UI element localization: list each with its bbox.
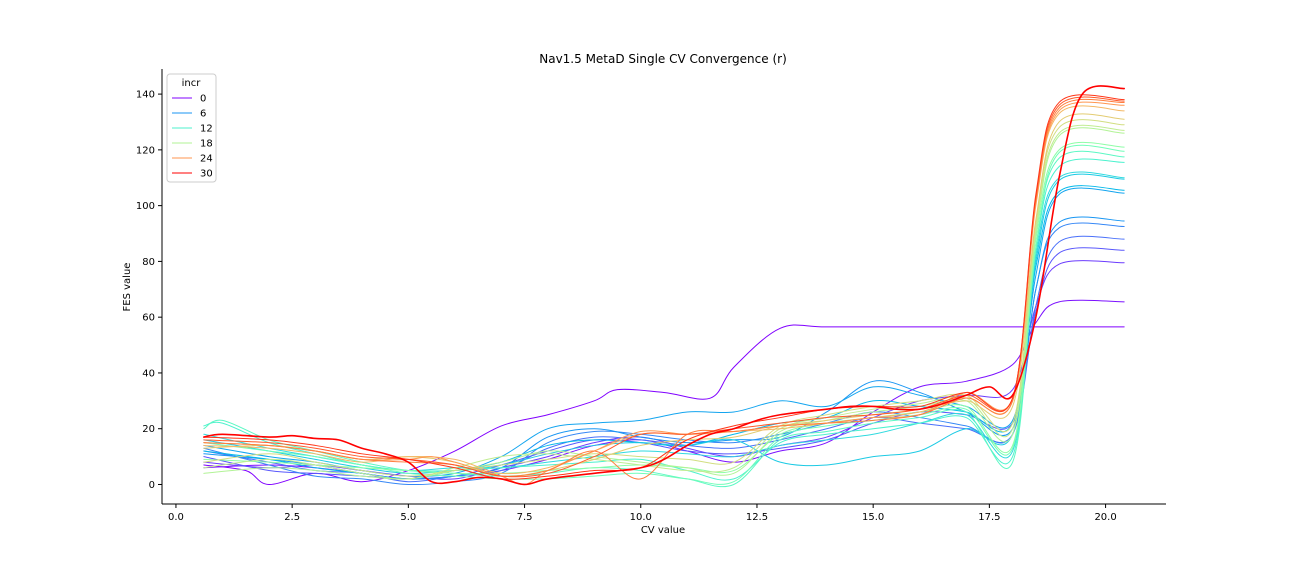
chart-title: Nav1.5 MetaD Single CV Convergence (r) (539, 52, 787, 66)
y-tick-label: 0 (149, 480, 155, 491)
x-tick-label: 10.0 (630, 512, 652, 523)
series-line-0 (203, 324, 1125, 485)
y-axis-label: FES value (122, 263, 133, 312)
legend-label: 24 (200, 154, 213, 165)
series-line-16 (203, 124, 1125, 480)
y-ticks: 0 20 40 60 80 100 120 140 (136, 90, 162, 491)
y-tick-label: 20 (142, 424, 155, 435)
x-tick-label: 17.5 (978, 512, 1000, 523)
legend-label: 30 (200, 169, 213, 180)
y-tick-label: 60 (142, 313, 155, 324)
y-tick-label: 80 (142, 257, 155, 268)
x-tick-label: 15.0 (862, 512, 884, 523)
x-ticks: 0.0 2.5 5.0 7.5 10.0 12.5 15.0 17.5 20.0 (168, 504, 1117, 523)
x-tick-label: 20.0 (1094, 512, 1116, 523)
legend-label: 6 (200, 109, 206, 120)
series-layer (203, 85, 1125, 488)
legend-label: 12 (200, 124, 213, 135)
x-tick-label: 12.5 (746, 512, 768, 523)
series-line-15 (203, 127, 1125, 480)
y-tick-label: 120 (136, 145, 155, 156)
legend: incr 0 6 12 18 24 30 (166, 73, 217, 183)
x-tick-label: 2.5 (284, 512, 300, 523)
y-tick-label: 100 (136, 201, 155, 212)
legend-label: 18 (200, 139, 213, 150)
x-tick-label: 5.0 (400, 512, 416, 523)
x-axis-label: CV value (641, 525, 685, 536)
y-tick-label: 40 (142, 368, 155, 379)
legend-title: incr (182, 78, 202, 89)
legend-entries: 0 6 12 18 24 30 (172, 94, 213, 180)
y-tick-label: 140 (136, 90, 155, 101)
series-line-17 (203, 119, 1125, 477)
series-line-24 (203, 85, 1125, 486)
legend-label: 0 (200, 94, 206, 105)
x-tick-label: 0.0 (168, 512, 184, 523)
series-line-14 (203, 141, 1125, 475)
x-tick-label: 7.5 (517, 512, 533, 523)
series-line-23 (203, 94, 1125, 480)
